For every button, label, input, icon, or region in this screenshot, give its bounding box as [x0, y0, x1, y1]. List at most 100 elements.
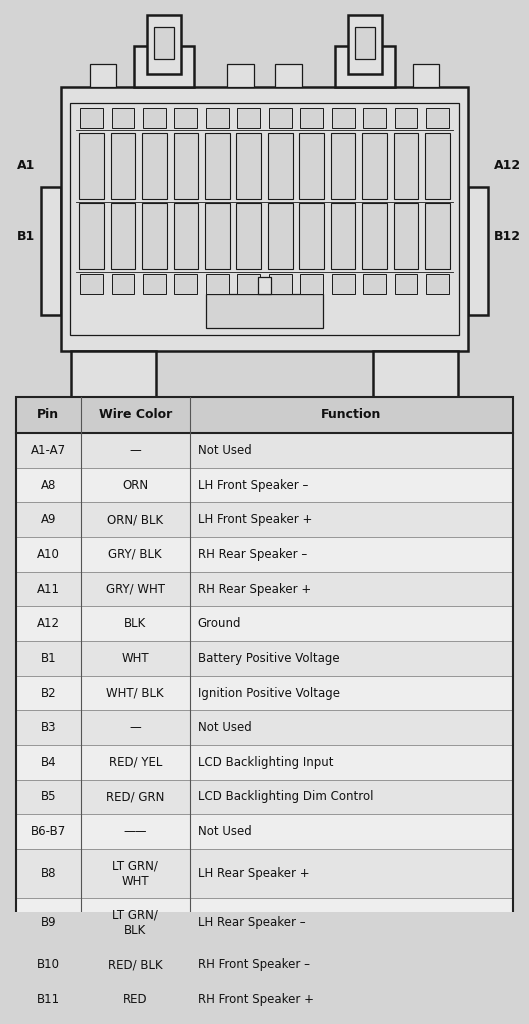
- Bar: [147, 15, 181, 75]
- Text: GRY/ WHT: GRY/ WHT: [106, 583, 165, 596]
- Bar: [80, 273, 103, 294]
- Bar: [332, 273, 354, 294]
- Text: WHT/ BLK: WHT/ BLK: [106, 686, 164, 699]
- Bar: [300, 108, 323, 128]
- Text: B10: B10: [37, 958, 60, 971]
- Bar: [71, 351, 156, 401]
- Bar: [16, 396, 513, 1024]
- Bar: [227, 63, 254, 87]
- Bar: [16, 779, 513, 814]
- Text: A12: A12: [494, 160, 521, 172]
- Bar: [16, 814, 513, 849]
- Bar: [331, 204, 355, 269]
- Bar: [238, 273, 260, 294]
- Bar: [142, 133, 167, 199]
- Bar: [275, 63, 302, 87]
- Bar: [111, 204, 135, 269]
- Text: Not Used: Not Used: [198, 825, 252, 838]
- Bar: [363, 273, 386, 294]
- Bar: [394, 133, 418, 199]
- Bar: [205, 133, 230, 199]
- Text: Not Used: Not Used: [198, 721, 252, 734]
- Bar: [16, 641, 513, 676]
- Bar: [206, 108, 229, 128]
- Bar: [16, 947, 513, 982]
- Text: LH Front Speaker +: LH Front Speaker +: [198, 513, 312, 526]
- Text: A11: A11: [37, 583, 60, 596]
- Text: LH Rear Speaker +: LH Rear Speaker +: [198, 867, 309, 880]
- Bar: [413, 63, 439, 87]
- Bar: [258, 278, 271, 294]
- Text: RED/ GRN: RED/ GRN: [106, 791, 165, 804]
- Text: ——: ——: [123, 825, 147, 838]
- Bar: [426, 108, 449, 128]
- Bar: [362, 204, 387, 269]
- Bar: [332, 108, 354, 128]
- Text: B9: B9: [40, 916, 56, 930]
- Text: A1: A1: [17, 160, 35, 172]
- Bar: [363, 108, 386, 128]
- Bar: [133, 46, 194, 87]
- Text: RH Front Speaker –: RH Front Speaker –: [198, 958, 310, 971]
- Bar: [269, 108, 291, 128]
- Bar: [112, 108, 134, 128]
- Bar: [16, 503, 513, 537]
- Bar: [334, 46, 395, 87]
- Text: B4: B4: [40, 756, 56, 769]
- Bar: [362, 133, 387, 199]
- Text: —: —: [129, 444, 141, 457]
- Bar: [174, 133, 198, 199]
- Bar: [268, 133, 293, 199]
- Bar: [80, 108, 103, 128]
- Bar: [142, 204, 167, 269]
- Text: B2: B2: [40, 686, 56, 699]
- Bar: [112, 273, 134, 294]
- Bar: [70, 103, 459, 335]
- Bar: [16, 433, 513, 468]
- Text: LT GRN/
WHT: LT GRN/ WHT: [112, 859, 158, 888]
- Text: RED/ BLK: RED/ BLK: [108, 958, 162, 971]
- Bar: [236, 133, 261, 199]
- Bar: [16, 1017, 513, 1024]
- Bar: [16, 396, 513, 433]
- Text: Wire Color: Wire Color: [98, 409, 172, 422]
- Bar: [175, 273, 197, 294]
- Bar: [61, 87, 468, 351]
- Bar: [206, 273, 229, 294]
- Text: LH Rear Speaker –: LH Rear Speaker –: [198, 916, 305, 930]
- Bar: [425, 133, 450, 199]
- Bar: [90, 63, 116, 87]
- Bar: [16, 676, 513, 711]
- Text: ORN/ BLK: ORN/ BLK: [107, 513, 163, 526]
- Text: Function: Function: [321, 409, 382, 422]
- Bar: [175, 108, 197, 128]
- Bar: [394, 204, 418, 269]
- Text: B1: B1: [40, 652, 56, 665]
- Text: RH Rear Speaker –: RH Rear Speaker –: [198, 548, 307, 561]
- Text: Battery Positive Voltage: Battery Positive Voltage: [198, 652, 340, 665]
- Bar: [395, 108, 417, 128]
- Text: A10: A10: [37, 548, 60, 561]
- Text: BLK: BLK: [124, 617, 147, 630]
- Bar: [16, 849, 513, 898]
- Text: Ground: Ground: [198, 617, 241, 630]
- Bar: [16, 711, 513, 745]
- Bar: [268, 204, 293, 269]
- Text: RH Rear Speaker +: RH Rear Speaker +: [198, 583, 311, 596]
- Bar: [143, 108, 166, 128]
- Text: B11: B11: [37, 993, 60, 1006]
- Bar: [331, 133, 355, 199]
- Bar: [174, 204, 198, 269]
- Bar: [206, 294, 323, 329]
- Bar: [468, 187, 488, 314]
- Bar: [299, 133, 324, 199]
- Text: GRY/ BLK: GRY/ BLK: [108, 548, 162, 561]
- Text: Pin: Pin: [37, 409, 59, 422]
- Bar: [79, 133, 104, 199]
- Text: A9: A9: [40, 513, 56, 526]
- Bar: [236, 204, 261, 269]
- Text: RH Front Speaker +: RH Front Speaker +: [198, 993, 314, 1006]
- Bar: [299, 204, 324, 269]
- Text: RED/ YEL: RED/ YEL: [108, 756, 162, 769]
- Bar: [425, 204, 450, 269]
